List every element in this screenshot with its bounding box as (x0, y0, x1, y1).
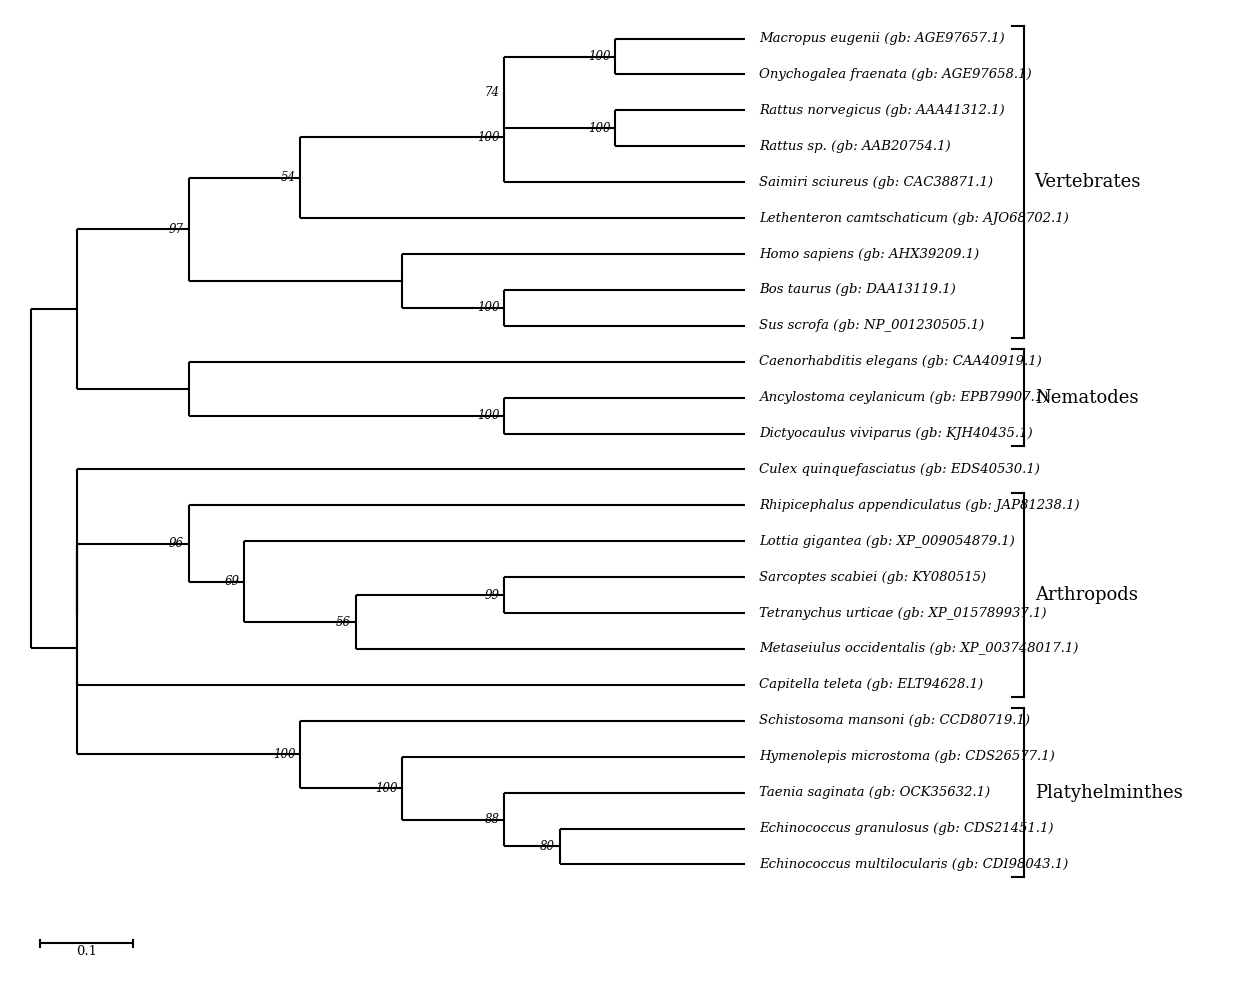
Text: 100: 100 (588, 122, 611, 135)
Text: Tetranychus urticae (gb: XP_015789937.1): Tetranychus urticae (gb: XP_015789937.1) (759, 607, 1047, 620)
Text: Metaseiulus occidentalis (gb: XP_003748017.1): Metaseiulus occidentalis (gb: XP_0037480… (759, 642, 1079, 656)
Text: Nematodes: Nematodes (1034, 389, 1138, 407)
Text: Schistosoma mansoni (gb: CCD80719.1): Schistosoma mansoni (gb: CCD80719.1) (759, 714, 1030, 728)
Text: Sarcoptes scabiei (gb: KY080515): Sarcoptes scabiei (gb: KY080515) (759, 571, 986, 583)
Text: Vertebrates: Vertebrates (1034, 173, 1141, 191)
Text: 99: 99 (485, 588, 500, 602)
Text: Ancylostoma ceylanicum (gb: EPB79907.1): Ancylostoma ceylanicum (gb: EPB79907.1) (759, 391, 1048, 405)
Text: 97: 97 (169, 223, 184, 236)
Text: Dictyocaulus viviparus (gb: KJH40435.1): Dictyocaulus viviparus (gb: KJH40435.1) (759, 427, 1033, 440)
Text: Hymenolepis microstoma (gb: CDS26577.1): Hymenolepis microstoma (gb: CDS26577.1) (759, 750, 1055, 763)
Text: 0.1: 0.1 (76, 945, 97, 957)
Text: Macropus eugenii (gb: AGE97657.1): Macropus eugenii (gb: AGE97657.1) (759, 32, 1004, 45)
Text: 56: 56 (336, 616, 351, 628)
Text: 100: 100 (588, 50, 611, 63)
Text: 88: 88 (485, 813, 500, 826)
Text: Arthropods: Arthropods (1034, 586, 1137, 604)
Text: 80: 80 (541, 840, 556, 853)
Text: 100: 100 (374, 782, 397, 794)
Text: Homo sapiens (gb: AHX39209.1): Homo sapiens (gb: AHX39209.1) (759, 247, 980, 260)
Text: Saimiri sciureus (gb: CAC38871.1): Saimiri sciureus (gb: CAC38871.1) (759, 176, 993, 189)
Text: 54: 54 (280, 171, 295, 185)
Text: 69: 69 (224, 575, 239, 588)
Text: Culex quinquefasciatus (gb: EDS40530.1): Culex quinquefasciatus (gb: EDS40530.1) (759, 463, 1040, 476)
Text: Rattus sp. (gb: AAB20754.1): Rattus sp. (gb: AAB20754.1) (759, 139, 951, 153)
Text: Lethenteron camtschaticum (gb: AJO68702.1): Lethenteron camtschaticum (gb: AJO68702.… (759, 211, 1069, 225)
Text: Echinococcus granulosus (gb: CDS21451.1): Echinococcus granulosus (gb: CDS21451.1) (759, 822, 1054, 835)
Text: Rhipicephalus appendiculatus (gb: JAP81238.1): Rhipicephalus appendiculatus (gb: JAP812… (759, 499, 1080, 512)
Text: Lottia gigantea (gb: XP_009054879.1): Lottia gigantea (gb: XP_009054879.1) (759, 535, 1014, 548)
Text: 100: 100 (477, 409, 500, 422)
Text: 100: 100 (273, 748, 295, 761)
Text: 96: 96 (169, 537, 184, 550)
Text: Taenia saginata (gb: OCK35632.1): Taenia saginata (gb: OCK35632.1) (759, 787, 991, 799)
Text: 100: 100 (477, 301, 500, 314)
Text: Caenorhabditis elegans (gb: CAA40919.1): Caenorhabditis elegans (gb: CAA40919.1) (759, 355, 1042, 368)
Text: Capitella teleta (gb: ELT94628.1): Capitella teleta (gb: ELT94628.1) (759, 679, 983, 691)
Text: Sus scrofa (gb: NP_001230505.1): Sus scrofa (gb: NP_001230505.1) (759, 319, 985, 332)
Text: Platyhelminthes: Platyhelminthes (1034, 784, 1183, 801)
Text: Rattus norvegicus (gb: AAA41312.1): Rattus norvegicus (gb: AAA41312.1) (759, 104, 1004, 117)
Text: 100: 100 (477, 131, 500, 143)
Text: Bos taurus (gb: DAA13119.1): Bos taurus (gb: DAA13119.1) (759, 284, 956, 297)
Text: Onychogalea fraenata (gb: AGE97658.1): Onychogalea fraenata (gb: AGE97658.1) (759, 68, 1032, 81)
Text: 74: 74 (485, 85, 500, 99)
Text: Echinococcus multilocularis (gb: CDI98043.1): Echinococcus multilocularis (gb: CDI9804… (759, 858, 1069, 871)
